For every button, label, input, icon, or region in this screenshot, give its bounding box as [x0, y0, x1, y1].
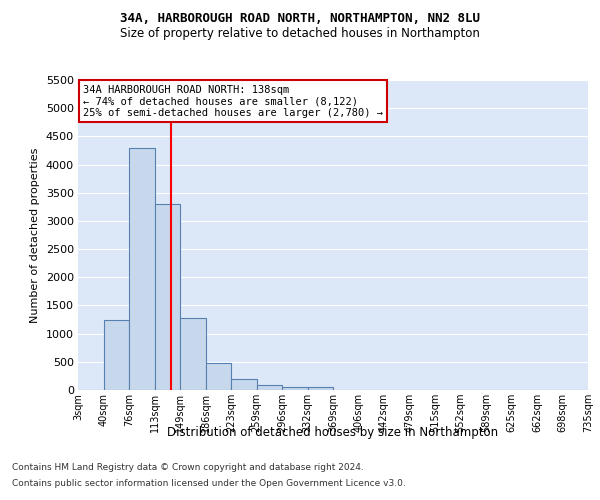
Text: Distribution of detached houses by size in Northampton: Distribution of detached houses by size … [167, 426, 499, 439]
Bar [104, 320, 129, 390]
Bar [231, 378, 257, 390]
Bar [129, 148, 155, 390]
Bar [155, 204, 180, 390]
Text: Contains public sector information licensed under the Open Government Licence v3: Contains public sector information licen… [12, 478, 406, 488]
Bar [257, 386, 282, 390]
Text: Contains HM Land Registry data © Crown copyright and database right 2024.: Contains HM Land Registry data © Crown c… [12, 464, 364, 472]
Bar [282, 387, 308, 390]
Text: 34A, HARBOROUGH ROAD NORTH, NORTHAMPTON, NN2 8LU: 34A, HARBOROUGH ROAD NORTH, NORTHAMPTON,… [120, 12, 480, 26]
Text: Size of property relative to detached houses in Northampton: Size of property relative to detached ho… [120, 28, 480, 40]
Text: 34A HARBOROUGH ROAD NORTH: 138sqm
← 74% of detached houses are smaller (8,122)
2: 34A HARBOROUGH ROAD NORTH: 138sqm ← 74% … [83, 84, 383, 118]
Bar [180, 318, 205, 390]
Bar [308, 387, 333, 390]
Y-axis label: Number of detached properties: Number of detached properties [30, 148, 40, 322]
Bar [205, 363, 231, 390]
